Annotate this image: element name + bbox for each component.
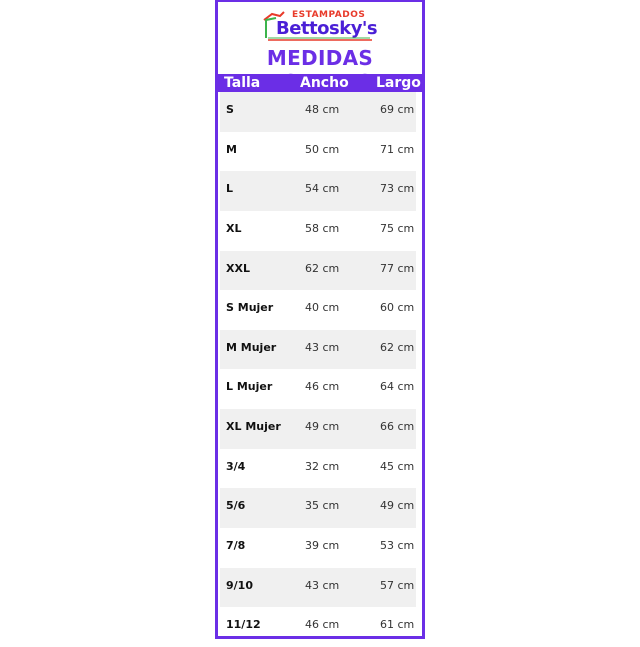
cell-largo: 75 cm <box>380 221 415 235</box>
cell-largo: 60 cm <box>380 301 415 315</box>
cell-largo: 45 cm <box>380 459 415 473</box>
logo-brand-text: Bettosky's <box>276 18 378 39</box>
cell-talla: 9/10 <box>226 578 253 592</box>
cell-talla: XXL <box>226 261 250 275</box>
cell-ancho: 50 cm <box>305 142 340 156</box>
header-largo: Largo <box>376 75 421 91</box>
cell-talla: 11/12 <box>226 618 261 632</box>
cell-ancho: 58 cm <box>305 221 340 235</box>
cell-largo: 62 cm <box>380 340 415 354</box>
table-row: XL 58 cm 75 cm <box>220 211 416 251</box>
table-row: 9/10 43 cm 57 cm <box>220 567 416 608</box>
cell-largo: 77 cm <box>380 261 415 275</box>
logo-flag-icon <box>263 11 372 41</box>
cell-ancho: 46 cm <box>305 380 340 394</box>
cell-ancho: 32 cm <box>305 459 340 473</box>
cell-largo: 66 cm <box>380 420 415 434</box>
table-row: L 54 cm 73 cm <box>220 171 416 211</box>
cell-ancho: 46 cm <box>305 618 340 632</box>
cell-largo: 73 cm <box>380 182 415 196</box>
size-chart: ESTAMPADOS Bettosky's MEDIDAS POLERAS Ta… <box>215 0 425 639</box>
table-row: XXL 62 cm 77 cm <box>220 250 416 291</box>
cell-talla: XL <box>226 221 242 235</box>
cell-talla: 5/6 <box>226 499 246 513</box>
cell-ancho: 54 cm <box>305 182 340 196</box>
cell-ancho: 40 cm <box>305 301 340 315</box>
table-row: S Mujer 40 cm 60 cm <box>220 290 416 330</box>
table-row: XL Mujer 49 cm 66 cm <box>220 409 416 449</box>
cell-largo: 57 cm <box>380 578 415 592</box>
cell-ancho: 35 cm <box>305 499 340 513</box>
logo: ESTAMPADOS Bettosky's <box>262 8 382 42</box>
table-row: 11/12 46 cm 61 cm <box>220 607 416 647</box>
cell-largo: 49 cm <box>380 499 415 513</box>
table-row: 3/4 32 cm 45 cm <box>220 449 416 489</box>
table-row: M Mujer 43 cm 62 cm <box>220 329 416 370</box>
cell-ancho: 39 cm <box>305 539 340 553</box>
cell-largo: 61 cm <box>380 618 415 632</box>
cell-talla: S <box>226 103 234 116</box>
cell-talla: XL Mujer <box>226 420 281 434</box>
cell-largo: 53 cm <box>380 539 415 553</box>
cell-ancho: 43 cm <box>305 340 340 354</box>
header-ancho: Ancho <box>300 75 349 91</box>
cell-largo: 71 cm <box>380 142 415 156</box>
cell-talla: L <box>226 182 234 196</box>
table-header: Talla Ancho Largo <box>218 74 422 92</box>
cell-talla: L Mujer <box>226 380 273 394</box>
table-row: M 50 cm 71 cm <box>220 132 416 172</box>
cell-ancho: 62 cm <box>305 261 340 275</box>
cell-talla: 7/8 <box>226 539 246 553</box>
cell-talla: S Mujer <box>226 301 274 315</box>
cell-largo: 69 cm <box>380 103 415 116</box>
cell-ancho: 43 cm <box>305 578 340 592</box>
table-row: S 48 cm 69 cm <box>220 92 416 132</box>
cell-largo: 64 cm <box>380 380 415 394</box>
table-row: 5/6 35 cm 49 cm <box>220 488 416 529</box>
table-row: 7/8 39 cm 53 cm <box>220 528 416 568</box>
cell-ancho: 48 cm <box>305 103 340 116</box>
cell-talla: 3/4 <box>226 459 246 473</box>
cell-talla: M <box>226 142 237 156</box>
table-body: S 48 cm 69 cm M 50 cm 71 cm L 54 cm 73 cm XL 58 cm… <box>218 92 422 647</box>
cell-ancho: 49 cm <box>305 420 340 434</box>
table-row: L Mujer 46 cm 64 cm <box>220 369 416 409</box>
logo-top-text: ESTAMPADOS <box>292 10 366 20</box>
header-talla: Talla <box>224 75 261 91</box>
cell-talla: M Mujer <box>226 340 277 354</box>
